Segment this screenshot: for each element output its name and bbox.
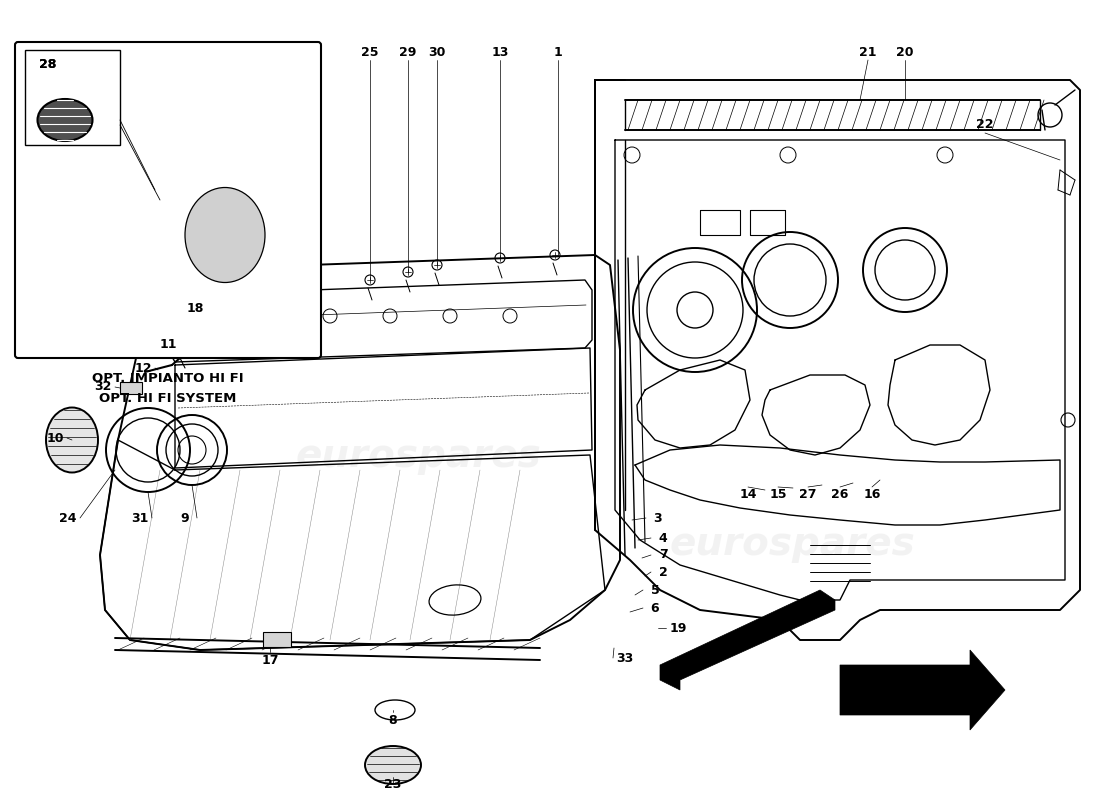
- Text: 24: 24: [59, 511, 77, 525]
- Polygon shape: [660, 590, 835, 690]
- Text: 7: 7: [659, 549, 668, 562]
- Ellipse shape: [365, 746, 421, 784]
- Text: 23: 23: [384, 778, 402, 791]
- Text: OPT. HI FI SYSTEM: OPT. HI FI SYSTEM: [99, 391, 236, 405]
- FancyBboxPatch shape: [263, 632, 292, 647]
- Text: 12: 12: [134, 362, 152, 374]
- Ellipse shape: [185, 187, 265, 282]
- Text: 30: 30: [428, 46, 446, 58]
- Text: eurospares: eurospares: [295, 437, 541, 475]
- Text: 4: 4: [659, 531, 668, 545]
- Text: 11: 11: [160, 338, 177, 351]
- Text: 31: 31: [131, 511, 149, 525]
- Text: 6: 6: [651, 602, 659, 614]
- Text: 18: 18: [186, 302, 204, 314]
- Text: 9: 9: [180, 511, 189, 525]
- Text: 1: 1: [553, 46, 562, 58]
- FancyBboxPatch shape: [120, 382, 142, 394]
- Text: 19: 19: [669, 622, 686, 634]
- Text: 14: 14: [739, 489, 757, 502]
- Text: 28: 28: [40, 58, 57, 71]
- Text: 29: 29: [399, 46, 417, 58]
- Text: 25: 25: [361, 46, 378, 58]
- Text: eurospares: eurospares: [669, 525, 915, 563]
- Ellipse shape: [46, 407, 98, 473]
- Polygon shape: [840, 650, 1005, 730]
- Text: 22: 22: [977, 118, 993, 131]
- Text: 32: 32: [95, 381, 112, 394]
- Text: 16: 16: [864, 489, 881, 502]
- Text: 21: 21: [859, 46, 877, 58]
- Text: 3: 3: [653, 511, 662, 525]
- Text: 20: 20: [896, 46, 914, 58]
- Text: 10: 10: [46, 431, 64, 445]
- Text: 17: 17: [262, 654, 278, 666]
- FancyBboxPatch shape: [25, 50, 120, 145]
- Text: 33: 33: [616, 651, 634, 665]
- Ellipse shape: [174, 346, 192, 358]
- Text: 13: 13: [492, 46, 508, 58]
- Text: 28: 28: [40, 58, 57, 71]
- FancyBboxPatch shape: [15, 42, 321, 358]
- Text: 2: 2: [659, 566, 668, 578]
- Text: 15: 15: [769, 489, 786, 502]
- Circle shape: [194, 301, 222, 329]
- Text: 26: 26: [832, 489, 849, 502]
- Text: OPT. IMPIANTO HI FI: OPT. IMPIANTO HI FI: [92, 371, 244, 385]
- Text: 8: 8: [388, 714, 397, 726]
- Ellipse shape: [37, 99, 92, 141]
- Text: 5: 5: [650, 583, 659, 597]
- Text: 27: 27: [800, 489, 816, 502]
